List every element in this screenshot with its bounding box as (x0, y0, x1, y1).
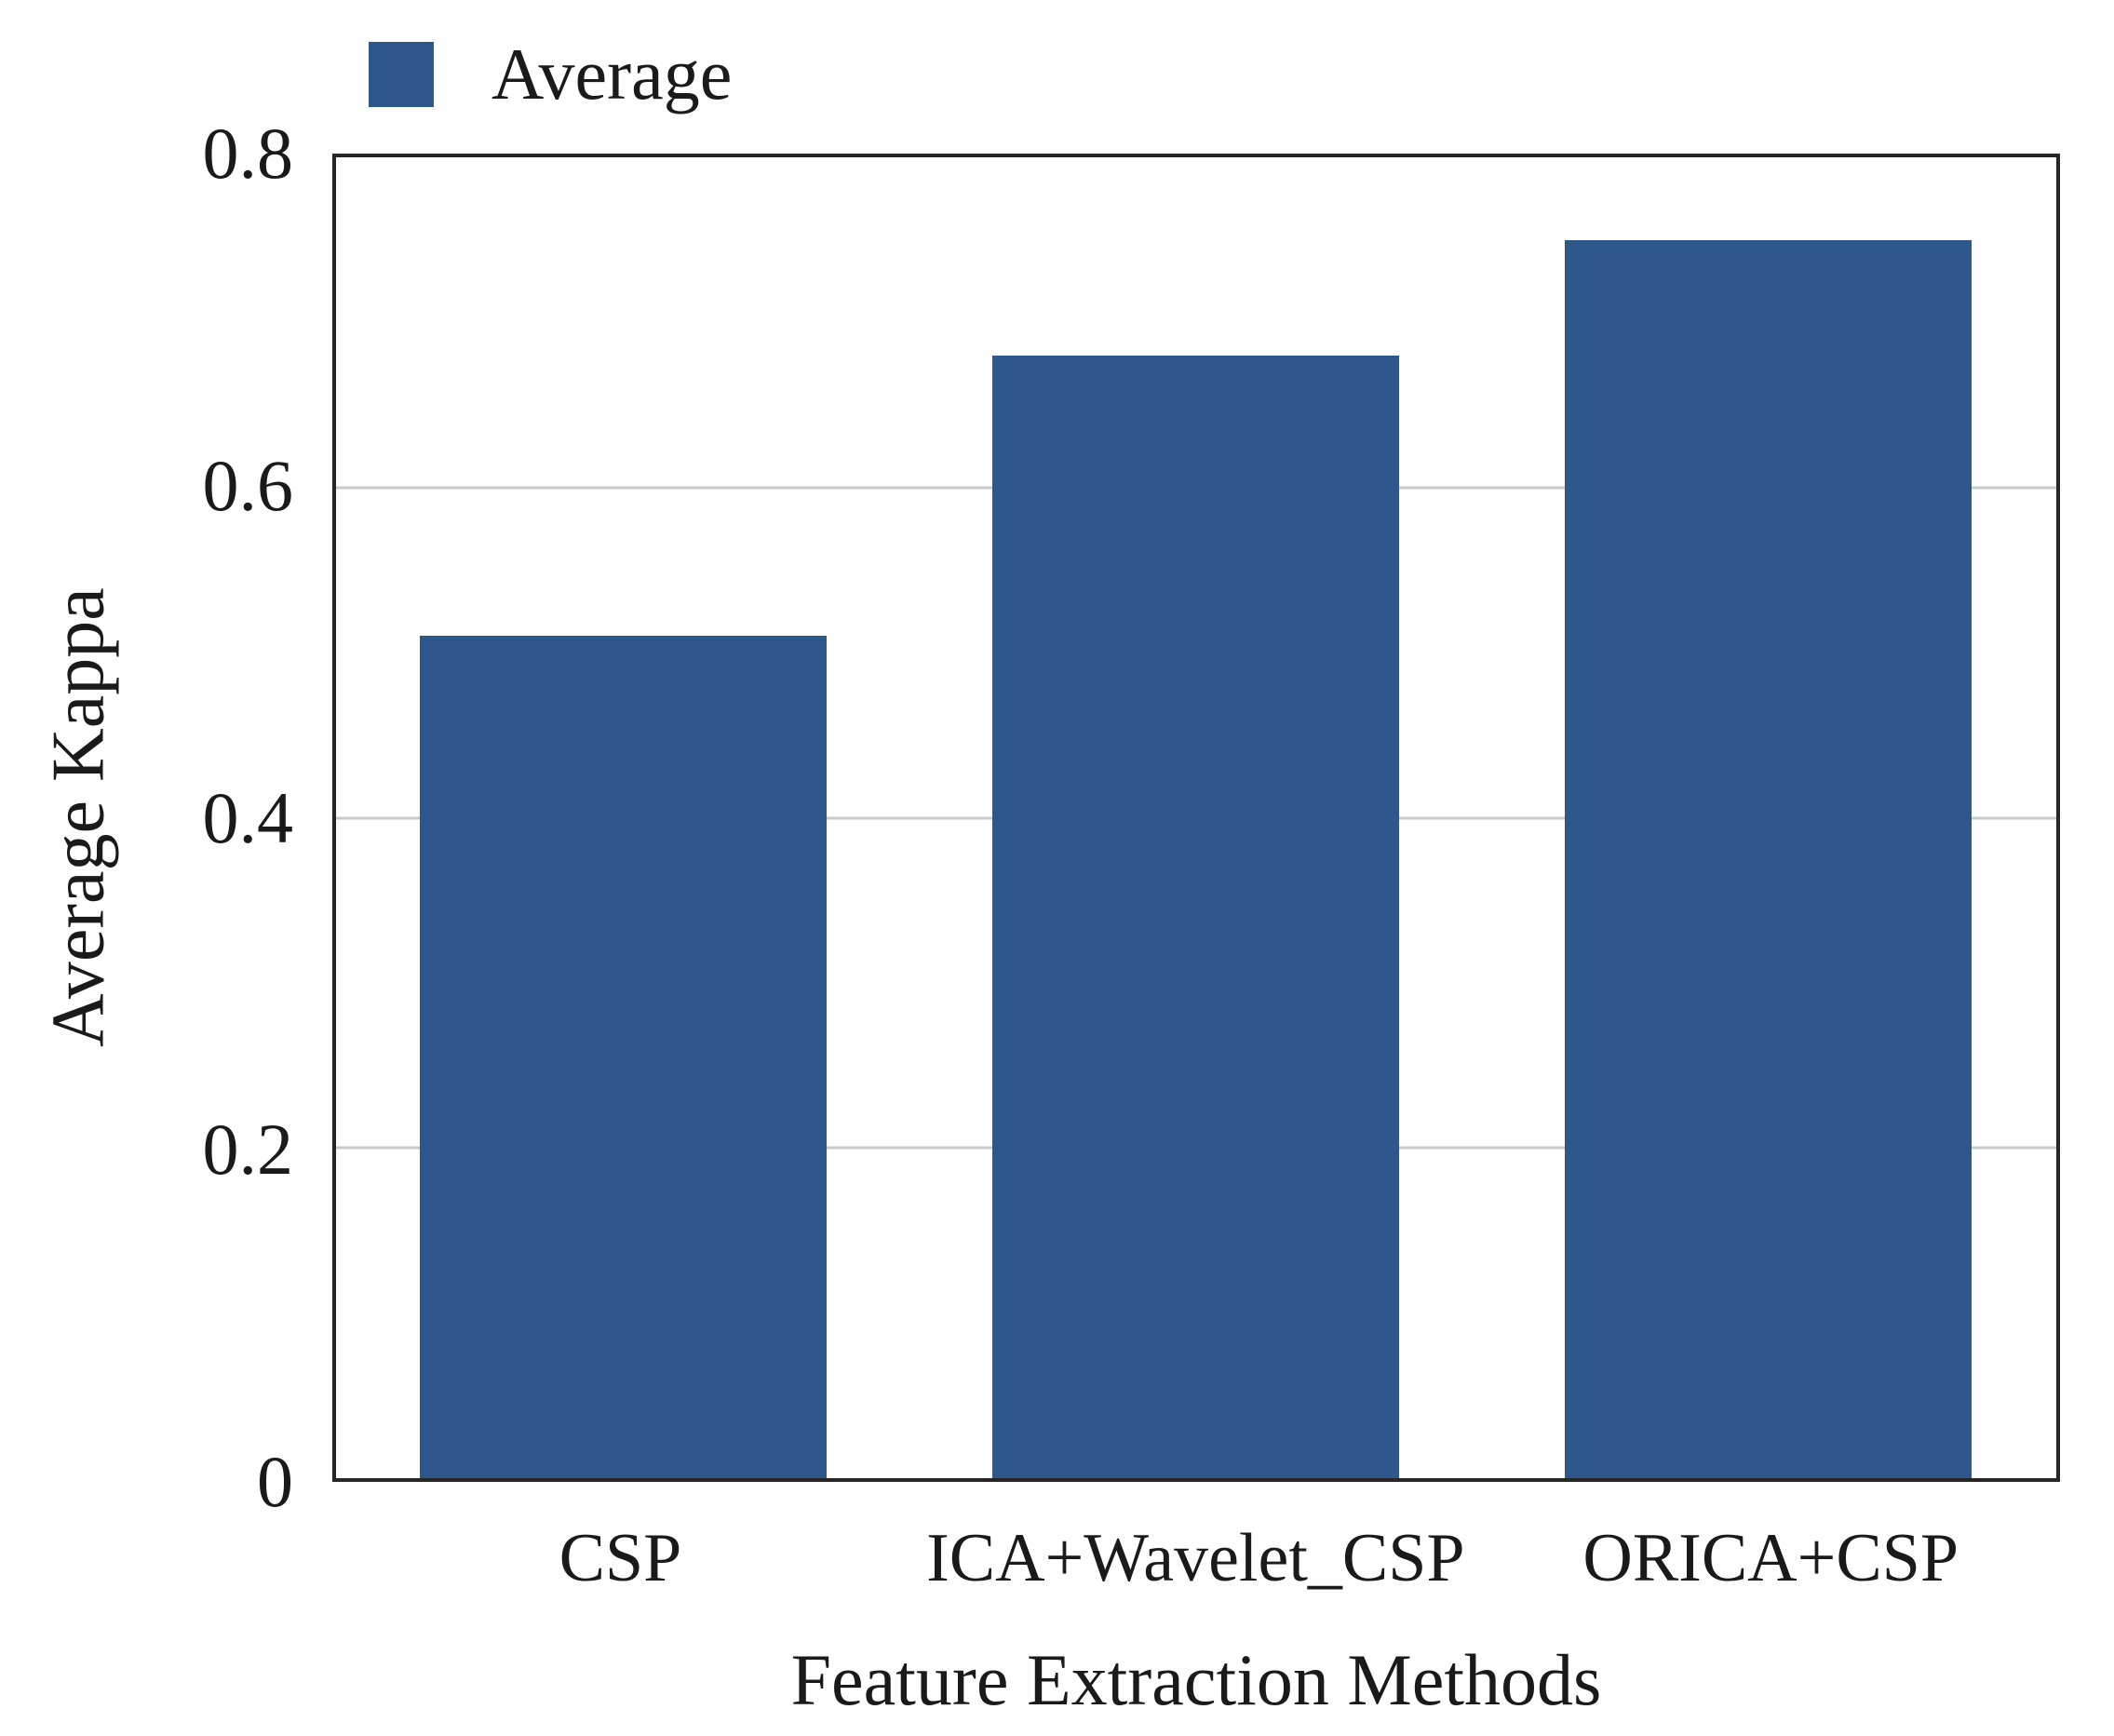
bar-csp (419, 636, 827, 1478)
bar-ica-wavelet-csp (991, 355, 1399, 1478)
y-tick-label: 0 (257, 1441, 293, 1522)
x-tick-label: ICA+Wavelet_CSP (926, 1520, 1465, 1596)
x-axis-ticks: CSP ICA+Wavelet_CSP ORICA+CSP (332, 1515, 2060, 1608)
bar-orica-csp (1565, 239, 1973, 1478)
y-tick-label: 0.4 (202, 776, 294, 858)
legend-swatch (369, 42, 434, 107)
chart-legend: Average (369, 35, 732, 114)
y-axis-ticks: 0 0.2 0.4 0.6 0.8 (0, 117, 294, 1518)
x-tick-label: CSP (559, 1520, 682, 1596)
plot-area (332, 154, 2060, 1482)
y-tick-label: 0.8 (202, 113, 294, 194)
x-tick-label: ORICA+CSP (1582, 1520, 1959, 1596)
x-axis-title: Feature Extraction Methods (790, 1639, 1602, 1720)
legend-label: Average (491, 34, 733, 114)
y-tick-label: 0.2 (202, 1109, 294, 1191)
y-tick-label: 0.6 (202, 444, 294, 526)
